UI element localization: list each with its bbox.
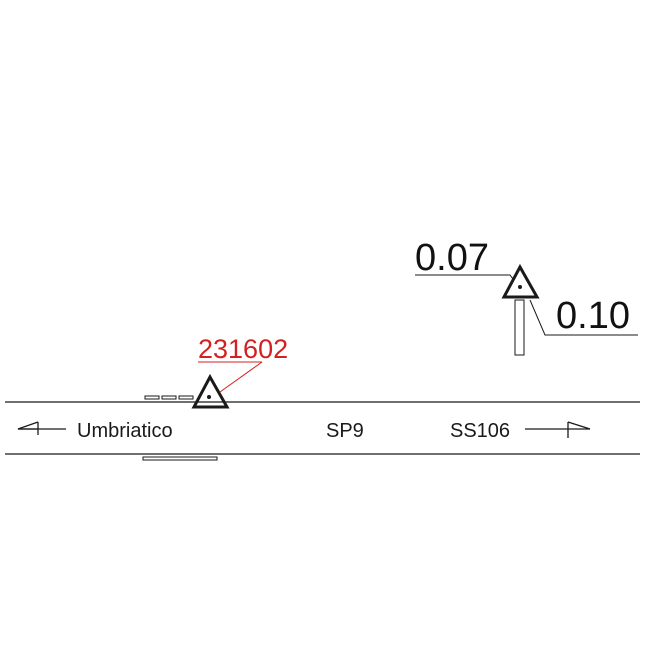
leader-line-left [415, 274, 514, 280]
red-leader-line [198, 361, 263, 393]
triangle-dot-icon [191, 373, 230, 409]
marker-id-label: 231602 [198, 334, 288, 364]
value-label-right: 0.10 [556, 295, 630, 337]
arrow-right-icon [525, 421, 591, 438]
leader-line-right [529, 299, 638, 336]
sign-post [514, 299, 525, 356]
arrow-left-icon [17, 421, 66, 435]
direction-label-left: Umbriatico [77, 420, 173, 442]
triangle-dot-icon [501, 263, 540, 299]
dashed-barrier [142, 395, 218, 461]
direction-label-right: SS106 [450, 420, 510, 442]
value-label-left: 0.07 [415, 237, 489, 279]
road-name-label: SP9 [326, 420, 364, 442]
